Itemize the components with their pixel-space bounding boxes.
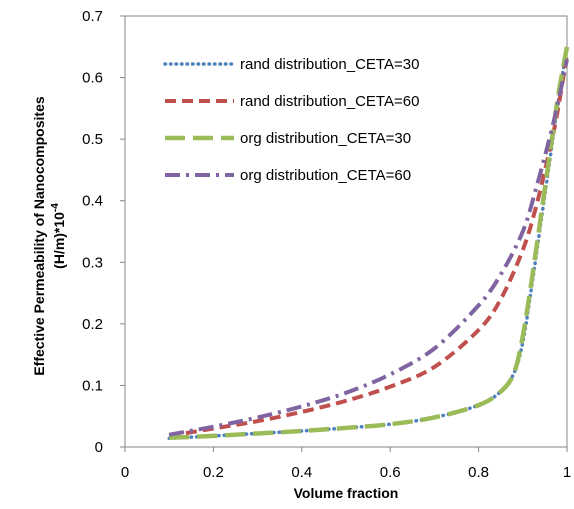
y-tick-label: 0.5 xyxy=(82,131,103,148)
legend-label-4: org distribution_CETA=60 xyxy=(240,167,411,184)
y-tick-label: 0.1 xyxy=(82,377,103,394)
x-axis-title: Volume fraction xyxy=(294,485,399,501)
y-tick-label: 0.4 xyxy=(82,193,103,210)
x-tick-label: 0.6 xyxy=(380,464,401,481)
x-tick-label: 0.2 xyxy=(203,464,224,481)
y-tick-label: 0 xyxy=(95,439,103,456)
y-tick-label: 0.7 xyxy=(82,8,103,25)
legend-label-3: org distribution_CETA=30 xyxy=(240,130,411,147)
x-tick-label: 1 xyxy=(563,464,571,481)
y-axis-title-line1: Effective Permeability of Nanocomposites xyxy=(31,96,47,376)
y-axis-title-line2: (H/m)*10-4 xyxy=(50,203,67,269)
y-tick-label: 0.2 xyxy=(82,316,103,333)
plot-border xyxy=(124,15,568,448)
legend-label-1: rand distribution_CETA=30 xyxy=(240,56,419,73)
y-tick-label: 0.3 xyxy=(82,254,103,271)
y-tick-label: 0.6 xyxy=(82,70,103,87)
series-line-4 xyxy=(168,58,569,437)
y-axis-title-unit: (H/m)*10 xyxy=(51,212,67,269)
x-tick-label: 0 xyxy=(121,464,129,481)
plot-area xyxy=(124,15,568,448)
legend-label-2: rand distribution_CETA=60 xyxy=(240,93,419,110)
x-tick-label: 0.8 xyxy=(468,464,489,481)
series-line-3 xyxy=(169,46,570,441)
x-tick-label: 0.4 xyxy=(291,464,312,481)
x-axis: 0 0.2 0.4 0.6 0.8 1 xyxy=(121,447,571,481)
y-axis-title-exponent: -4 xyxy=(50,203,61,212)
series-line-2 xyxy=(168,52,569,438)
y-axis: 0 0.1 0.2 0.3 0.4 0.5 0.6 0.7 xyxy=(82,8,125,456)
series-layer xyxy=(167,45,570,441)
